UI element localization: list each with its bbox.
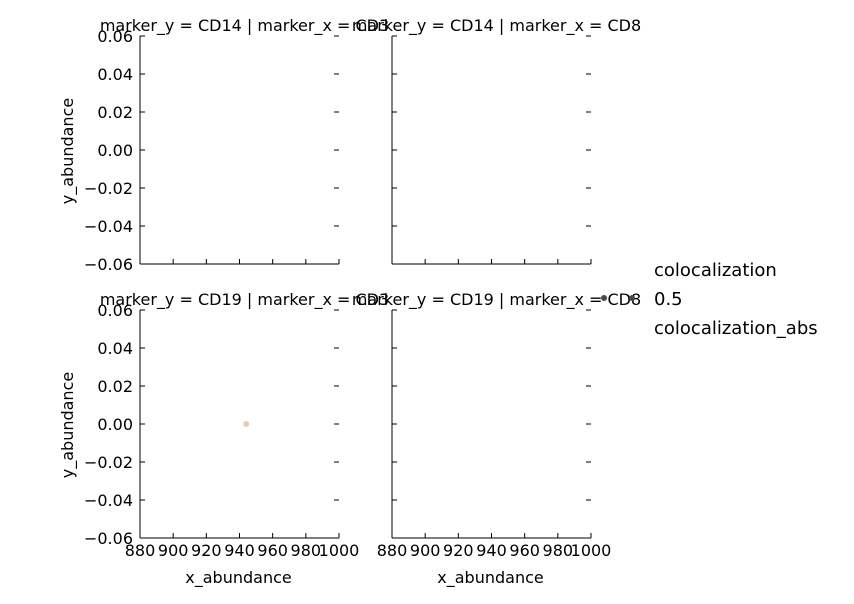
y-tick-label: 0.00 — [97, 415, 133, 434]
x-tick-label: 880 — [377, 541, 408, 560]
x-axis-label: x_abundance — [437, 568, 543, 588]
panel-title: marker_y = CD19 | marker_x = CD3 — [100, 290, 389, 310]
x-tick-label: 920 — [443, 541, 474, 560]
legend-item-label: 0.5 — [654, 289, 683, 310]
y-tick-label: −0.02 — [84, 453, 133, 472]
y-axis-label: y_abundance — [58, 98, 78, 204]
panel-title: marker_y = CD19 | marker_x = CD8 — [352, 290, 641, 310]
x-tick-label: 960 — [509, 541, 540, 560]
panel-title: marker_y = CD14 | marker_x = CD3 — [100, 16, 389, 36]
x-tick-label: 900 — [410, 541, 441, 560]
legend-marker — [629, 295, 635, 301]
x-tick-label: 880 — [125, 541, 156, 560]
y-tick-label: −0.04 — [84, 491, 133, 510]
x-tick-label: 960 — [257, 541, 288, 560]
legend-title: colocalization — [654, 260, 777, 281]
x-tick-label: 940 — [476, 541, 507, 560]
y-tick-label: 0.02 — [97, 377, 133, 396]
x-tick-label: 1000 — [571, 541, 612, 560]
y-tick-label: −0.06 — [84, 255, 133, 274]
y-tick-label: 0.04 — [97, 65, 133, 84]
panel-title: marker_y = CD14 | marker_x = CD8 — [352, 16, 641, 36]
x-tick-label: 980 — [291, 541, 322, 560]
legend-marker — [601, 295, 607, 301]
y-tick-label: 0.00 — [97, 141, 133, 160]
x-tick-label: 1000 — [319, 541, 360, 560]
y-tick-label: 0.04 — [97, 339, 133, 358]
y-tick-label: −0.04 — [84, 217, 133, 236]
y-tick-label: −0.02 — [84, 179, 133, 198]
y-axis-label: y_abundance — [58, 372, 78, 478]
x-tick-label: 980 — [543, 541, 574, 560]
y-tick-label: 0.02 — [97, 103, 133, 122]
x-tick-label: 940 — [224, 541, 255, 560]
x-tick-label: 920 — [191, 541, 222, 560]
x-tick-label: 900 — [158, 541, 189, 560]
y-tick-label: 0.06 — [97, 301, 133, 320]
y-tick-label: 0.06 — [97, 27, 133, 46]
x-axis-label: x_abundance — [185, 568, 291, 588]
y-tick-label: −0.06 — [84, 529, 133, 548]
legend-subtitle: colocalization_abs — [654, 318, 818, 339]
data-point — [243, 421, 250, 427]
